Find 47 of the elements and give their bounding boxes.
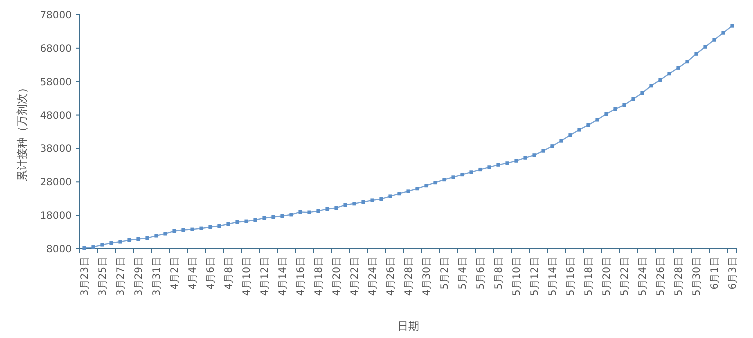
x-tick-label: 5月4日 [458, 257, 469, 290]
x-tick-label: 5月26日 [656, 257, 667, 296]
x-tick-label: 4月10日 [242, 257, 253, 296]
x-tick-label: 3月31日 [152, 257, 163, 296]
y-tick-label: 68000 [40, 44, 72, 55]
x-tick-label: 5月2日 [440, 257, 451, 290]
y-tick-label: 8000 [46, 244, 72, 256]
x-tick-label: 3月23日 [80, 257, 91, 296]
x-tick-label: 3月27日 [116, 257, 127, 296]
x-tick-label: 5月30日 [692, 257, 703, 296]
x-tick-label: 4月30日 [422, 257, 433, 296]
x-tick-label: 4月16日 [296, 257, 307, 296]
y-tick-label: 28000 [40, 178, 72, 189]
y-tick-label: 18000 [40, 211, 72, 222]
x-tick-label: 3月29日 [134, 257, 145, 296]
x-tick-label: 4月14日 [278, 257, 289, 296]
x-tick-label: 4月28日 [404, 257, 415, 296]
x-tick-label: 5月20日 [602, 257, 613, 296]
x-tick-label: 5月16日 [566, 257, 577, 296]
x-tick-label: 5月12日 [530, 257, 541, 296]
x-tick-label: 4月26日 [386, 257, 397, 296]
y-tick-label: 58000 [40, 77, 72, 88]
x-tick-label: 5月22日 [620, 257, 631, 296]
y-tick-label: 78000 [40, 10, 72, 22]
x-axis-title: 日期 [398, 320, 420, 333]
x-tick-label: 5月14日 [548, 257, 559, 296]
x-tick-label: 4月6日 [206, 257, 217, 290]
x-tick-label: 4月2日 [170, 257, 181, 290]
x-tick-label: 6月3日 [728, 257, 739, 290]
x-tick-label: 4月12日 [260, 257, 271, 296]
x-tick-label: 6月1日 [710, 257, 721, 290]
x-tick-label: 4月22日 [350, 257, 361, 296]
y-axis-title: 累计接种（万剂次） [16, 82, 29, 182]
x-tick-label: 4月8日 [224, 257, 235, 290]
x-tick-label: 4月24日 [368, 257, 379, 296]
x-tick-label: 5月18日 [584, 257, 595, 296]
y-tick-label: 38000 [40, 144, 72, 156]
x-tick-label: 4月4日 [188, 257, 199, 290]
y-tick-label: 48000 [40, 110, 72, 122]
x-tick-label: 5月24日 [638, 257, 649, 296]
x-tick-label: 5月10日 [512, 257, 523, 296]
x-tick-label: 5月6日 [476, 257, 487, 290]
x-tick-label: 5月8日 [494, 257, 505, 290]
x-tick-label: 4月20日 [332, 257, 343, 296]
x-tick-label: 4月18日 [314, 257, 325, 296]
x-tick-label: 3月25日 [98, 257, 109, 296]
x-tick-label: 5月28日 [674, 257, 685, 296]
